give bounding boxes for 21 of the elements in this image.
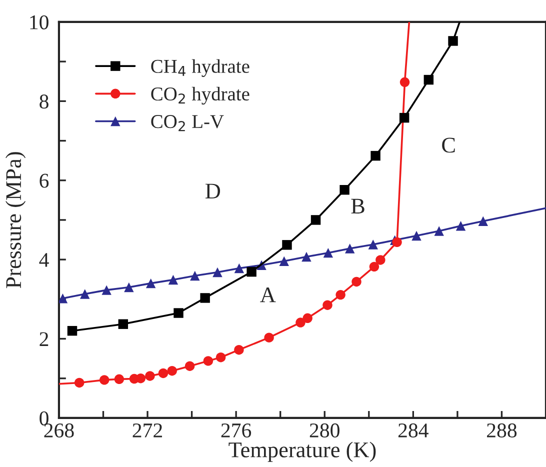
x-tick-label: 272: [132, 423, 162, 438]
x-tick-label: 268: [44, 423, 74, 438]
y-tick-label: 8: [40, 94, 48, 109]
x-tick-label: 276: [221, 423, 252, 438]
x-axis-title: Temperature (K): [228, 442, 376, 462]
legend-label: CO$_{2}$ hydrate: [151, 86, 250, 105]
annotation: D: [205, 184, 220, 198]
legend-label: CH$_{4}$ hydrate: [151, 59, 250, 77]
y-tick-label: 10: [30, 15, 48, 30]
annotation: A: [260, 287, 276, 302]
y-tick-label: 0: [40, 411, 48, 426]
x-tick-label: 284: [398, 423, 428, 438]
annotation: C: [442, 138, 455, 153]
y-tick-label: 6: [40, 174, 49, 188]
y-tick-label: 2: [40, 332, 48, 346]
x-tick-label: 280: [310, 423, 340, 438]
x-tick-label: 288: [487, 423, 517, 438]
y-axis-title: Pressure (MPa): [5, 152, 26, 288]
y-tick-label: 4: [39, 253, 49, 267]
annotation: B: [351, 198, 364, 214]
legend-label: CO$_{2}$ L-V: [151, 115, 224, 132]
